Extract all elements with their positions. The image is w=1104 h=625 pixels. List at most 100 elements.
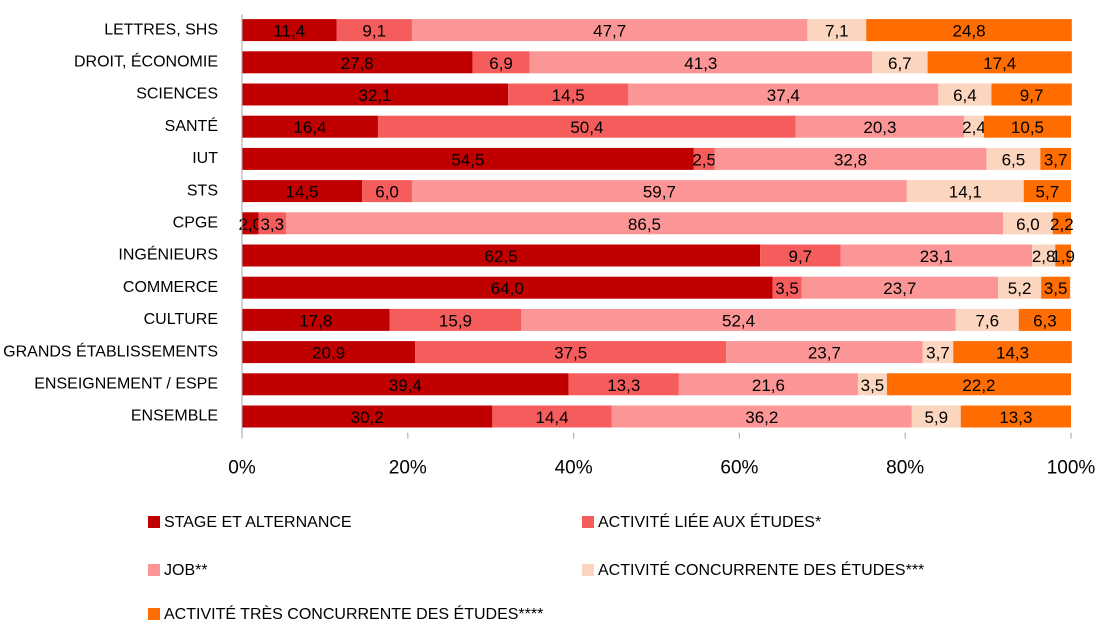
data-label: 6,5 [1002,150,1026,169]
bar-segment [521,308,956,331]
bar-segment [953,341,1072,364]
data-label: 6,7 [888,54,912,73]
data-label: 39,4 [389,376,422,395]
bar-segment [336,19,412,42]
category-label: CULTURE [144,311,218,328]
bar-segment [362,180,412,203]
data-label: 1,9 [1051,247,1075,266]
category-label: SANTÉ [165,116,218,135]
category-label: DROIT, ÉCONOMIE [74,52,218,71]
data-label: 14,4 [535,408,568,427]
bar-segment [242,276,773,299]
data-label: 9,1 [362,22,386,41]
bar-segment [568,373,679,396]
data-label: 24,8 [952,22,985,41]
data-label: 2,5 [692,150,716,169]
bar-segment [529,51,873,74]
data-label: 9,7 [789,247,813,266]
bar-segment [801,276,999,299]
data-label: 27,8 [341,54,374,73]
category-label: SCIENCES [136,86,218,103]
category-label: LETTRES, SHS [104,21,218,38]
data-label: 30,2 [351,408,384,427]
bar-segment [886,373,1071,396]
data-label: 22,2 [962,376,995,395]
bar-segment [242,51,473,74]
category-label: ENSEMBLE [131,408,218,425]
data-label: 54,5 [451,150,484,169]
category-label: STS [187,182,218,199]
data-label: 13,3 [999,408,1032,427]
data-label: 6,4 [953,86,977,105]
bar-segment [998,276,1042,299]
legend-label: STAGE ET ALTERNANCE [164,514,352,531]
x-tick-label: 40% [555,458,593,479]
bar-segment [1032,244,1056,267]
data-label: 5,7 [1036,183,1060,202]
data-label: 10,5 [1011,118,1044,137]
bar-segment [611,405,912,428]
bar-segment [955,308,1019,331]
bar-segment [389,308,522,331]
data-label: 47,7 [593,22,626,41]
data-label: 6,9 [489,54,513,73]
data-label: 86,5 [628,215,661,234]
bar-segment [1040,147,1071,170]
bar-segment [242,341,416,364]
legend-swatch [582,564,594,576]
category-label: COMMERCE [123,279,218,296]
bar-segment [906,180,1024,203]
data-label: 15,9 [439,311,472,330]
data-label: 2,0 [238,215,262,234]
bar-segment [1041,276,1071,299]
data-label: 14,5 [286,183,319,202]
bar-segment [258,212,286,235]
data-label: 14,3 [996,344,1029,363]
bar-segment [242,405,493,428]
bar-segment [242,19,337,42]
legend-label: JOB** [164,562,208,579]
data-label: 23,1 [920,247,953,266]
bar-segment [991,83,1072,106]
data-label: 5,2 [1008,279,1032,298]
bar-segment [1023,180,1071,203]
bar-segment [492,405,612,428]
bar-segment [714,147,987,170]
data-label: 2,4 [962,118,986,137]
bar-segment [411,180,907,203]
data-label: 41,3 [684,54,717,73]
bar-segment [242,83,509,106]
data-label: 64,0 [491,279,524,298]
bar-segment [866,19,1072,42]
x-tick-label: 100% [1047,458,1096,479]
data-label: 21,6 [752,376,785,395]
bar-segment [960,405,1071,428]
bar-segment [938,83,992,106]
legend-label: ACTIVITÉ CONCURRENTE DES ÉTUDES*** [598,560,924,579]
bar-segment [760,244,841,267]
bar-segment [1052,212,1071,235]
data-label: 23,7 [883,279,916,298]
data-label: 20,3 [863,118,896,137]
data-label: 52,4 [722,311,755,330]
bar-segment [242,115,378,138]
bar-segment [411,19,808,42]
category-label: IUT [192,150,218,167]
bar-segment [983,115,1071,138]
bar-segment [872,51,928,74]
data-label: 50,4 [570,118,603,137]
bar-segment [242,180,363,203]
legend-swatch [148,564,160,576]
bar-segment [726,341,923,364]
legend-swatch [148,608,160,620]
data-label: 5,9 [924,408,948,427]
legend-swatch [148,516,160,528]
data-label: 2,8 [1032,247,1056,266]
data-label: 14,1 [949,183,982,202]
bar-segment [922,341,954,364]
bar-segment [986,147,1041,170]
data-label: 14,5 [552,86,585,105]
data-label: 32,1 [359,86,392,105]
